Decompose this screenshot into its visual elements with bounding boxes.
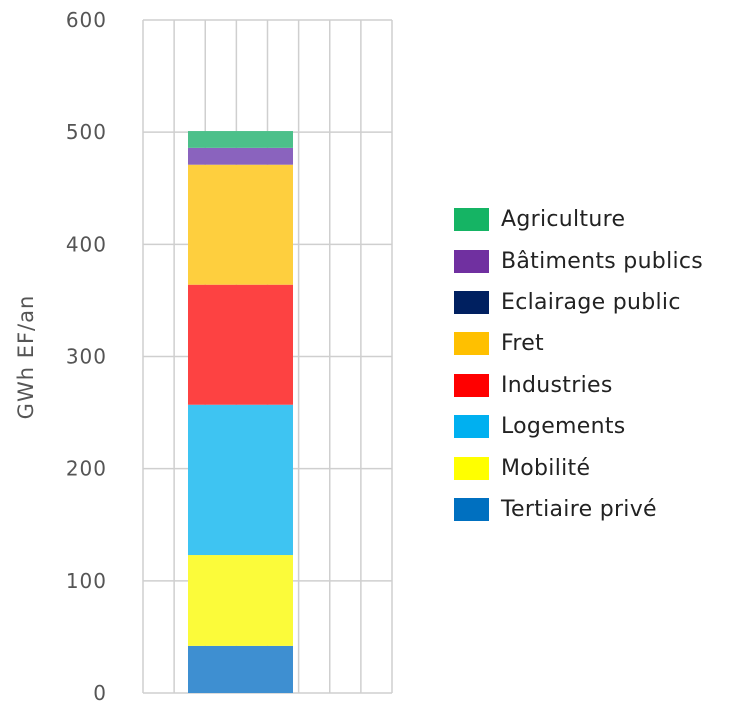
legend-item: Mobilité	[454, 447, 703, 488]
bar-segment	[188, 404, 293, 556]
legend-label: Logements	[501, 414, 626, 440]
y-tick-label: 0	[93, 681, 107, 705]
y-axis-ticks: 0 100 200 300 400 500 600	[66, 8, 107, 705]
y-tick-label: 500	[66, 120, 107, 144]
bar-segment	[188, 645, 293, 693]
legend-label: Industries	[501, 372, 613, 398]
legend-swatch	[454, 332, 489, 356]
legend-item: Eclairage public	[454, 282, 703, 323]
y-tick-label: 400	[66, 232, 107, 256]
legend-label: Agriculture	[501, 207, 626, 233]
bar-segment	[188, 284, 293, 405]
legend-swatch	[454, 249, 489, 273]
bar-segment	[188, 555, 293, 646]
legend-swatch	[454, 415, 489, 439]
legend-item: Agriculture	[454, 199, 703, 240]
legend-label: Mobilité	[501, 455, 591, 481]
y-axis-title: GWh EF/an	[14, 295, 38, 420]
legend-label: Fret	[501, 331, 544, 357]
bar-segment	[188, 131, 293, 148]
legend: Agriculture Bâtiments publics Eclairage pu…	[454, 199, 703, 530]
legend-swatch	[454, 373, 489, 397]
y-tick-label: 200	[66, 457, 107, 481]
legend-swatch	[454, 456, 489, 480]
legend-swatch	[454, 208, 489, 232]
legend-swatch	[454, 497, 489, 521]
legend-item: Industries	[454, 365, 703, 406]
legend-item: Fret	[454, 323, 703, 364]
bar-segment	[188, 147, 293, 165]
bar-segment	[188, 164, 293, 285]
legend-label: Tertiaire privé	[501, 496, 657, 522]
legend-item: Logements	[454, 406, 703, 447]
legend-item: Tertiaire privé	[454, 489, 703, 530]
legend-item: Bâtiments publics	[454, 240, 703, 281]
legend-label: Eclairage public	[501, 289, 681, 315]
y-tick-label: 300	[66, 345, 107, 369]
bar-stack	[188, 131, 293, 693]
y-tick-label: 100	[66, 569, 107, 593]
legend-swatch	[454, 290, 489, 314]
legend-label: Bâtiments publics	[501, 248, 704, 274]
y-tick-label: 600	[66, 8, 107, 32]
